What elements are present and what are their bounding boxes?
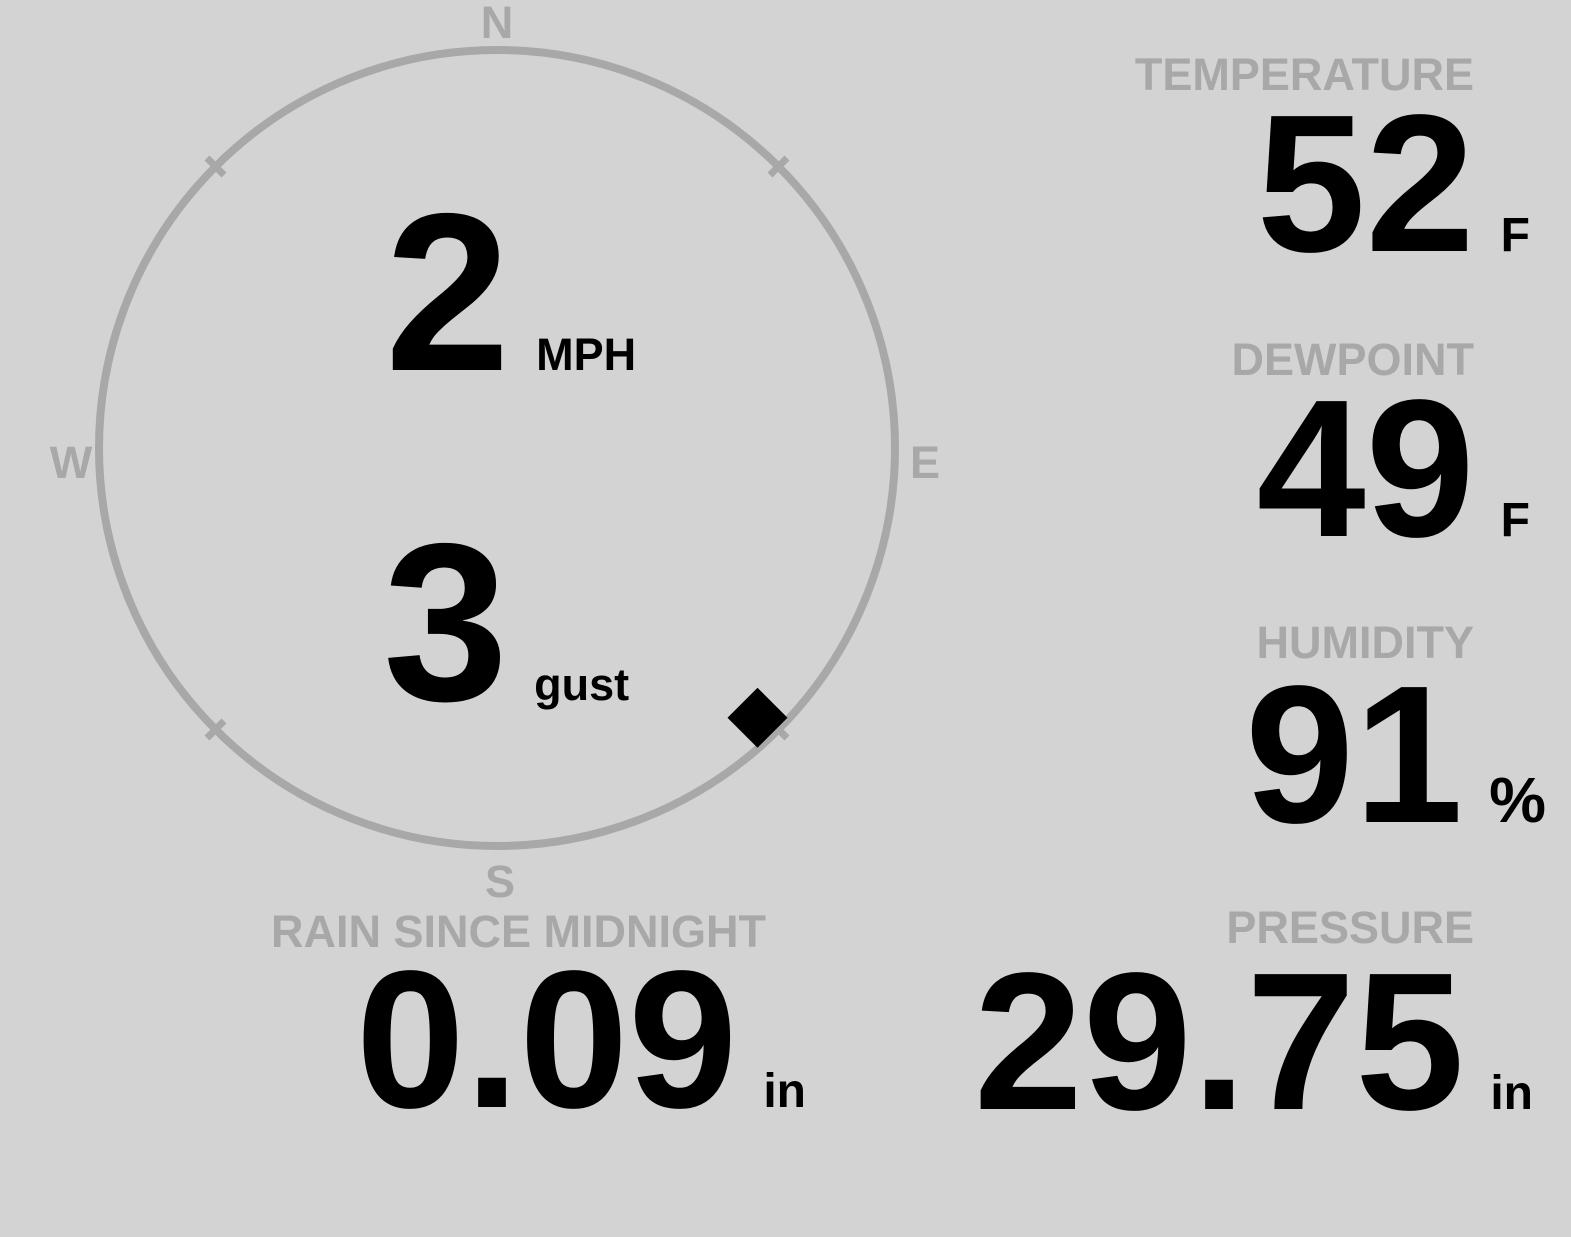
humidity-value: 91 [1245, 645, 1464, 864]
dewpoint-value: 49 [1256, 359, 1475, 578]
dewpoint-value-row: 49 F [1257, 371, 1530, 567]
dewpoint-unit: F [1500, 494, 1530, 547]
rain-label: RAIN SINCE MIDNIGHT [271, 906, 766, 957]
compass-label-west: W [49, 437, 93, 488]
wind-speed-value: 2 [385, 166, 511, 418]
temperature-label: TEMPERATURE [1134, 49, 1474, 100]
humidity-unit: % [1489, 764, 1546, 836]
wind-speed-unit: MPH [536, 329, 637, 380]
compass-ring [95, 46, 899, 850]
pressure-value-row: 29.75 in [974, 944, 1533, 1140]
rain-value: 0.09 [355, 930, 738, 1149]
humidity-value-row: 91 % [1245, 657, 1546, 853]
humidity-label: HUMIDITY [1256, 617, 1475, 668]
compass-label-east: E [909, 437, 940, 488]
rain-unit: in [763, 1065, 806, 1118]
wind-direction-diamond [727, 687, 788, 748]
pressure-label: PRESSURE [1226, 902, 1474, 953]
pressure-unit: in [1490, 1067, 1533, 1120]
compass-label-north: N [480, 0, 514, 48]
temperature-value-row: 52 F [1257, 86, 1530, 282]
wind-gust: 3 gust [383, 510, 629, 735]
wind-speed: 2 MPH [385, 180, 636, 405]
temperature-unit: F [1500, 209, 1530, 262]
dewpoint-label: DEWPOINT [1231, 334, 1475, 385]
pressure-value: 29.75 [973, 932, 1465, 1151]
temperature-value: 52 [1256, 74, 1475, 293]
compass-label-south: S [484, 856, 515, 907]
rain-value-row: 0.09 in [356, 942, 806, 1138]
wind-gust-unit: gust [534, 659, 630, 710]
wind-gust-value: 3 [383, 496, 509, 748]
